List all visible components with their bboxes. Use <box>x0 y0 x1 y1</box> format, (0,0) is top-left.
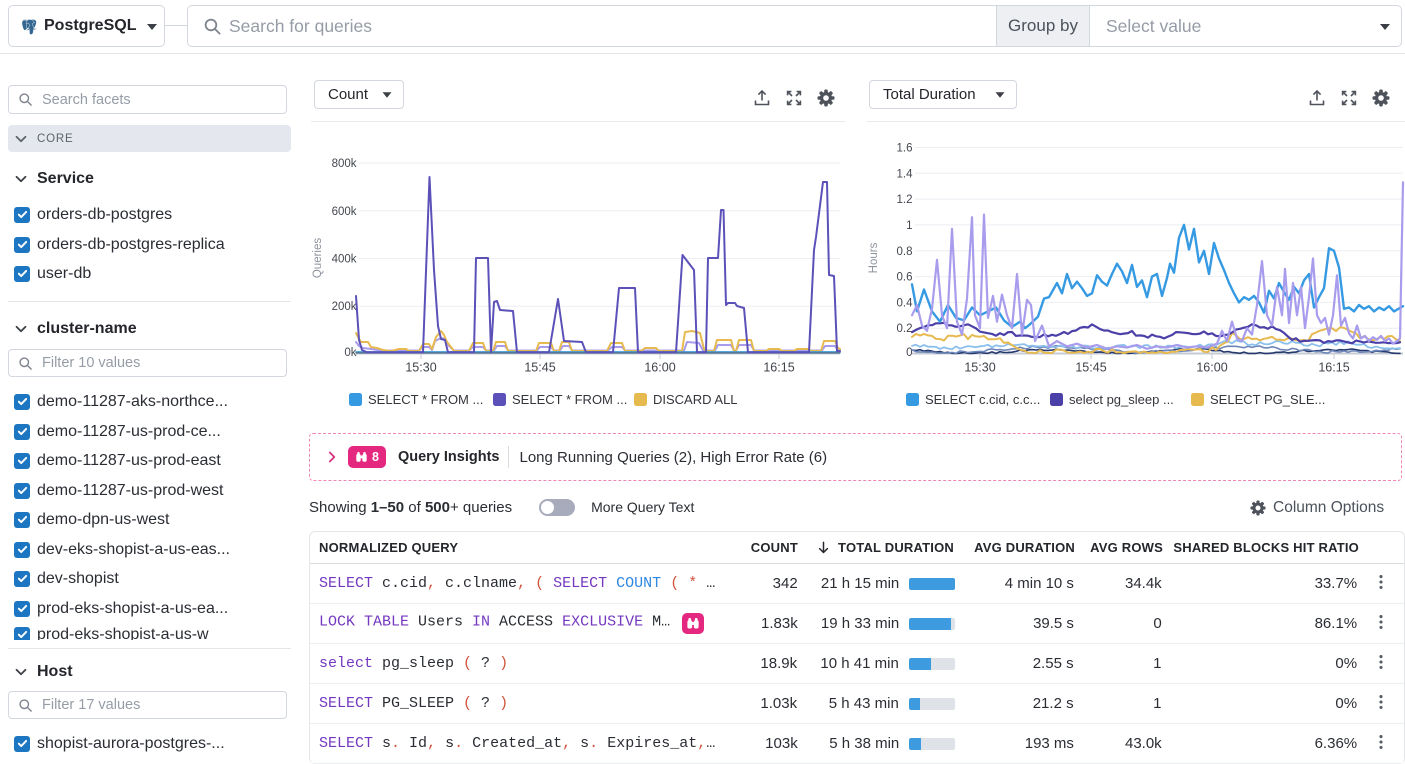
svg-text:0.6: 0.6 <box>897 272 913 284</box>
svg-text:15:30: 15:30 <box>405 361 436 375</box>
svg-text:15:30: 15:30 <box>964 361 995 375</box>
svg-text:800k: 800k <box>332 158 357 170</box>
svg-text:1.4: 1.4 <box>897 168 914 180</box>
svg-text:600k: 600k <box>332 206 357 218</box>
svg-text:16:15: 16:15 <box>763 361 794 375</box>
svg-text:0.2: 0.2 <box>897 323 913 335</box>
svg-text:16:15: 16:15 <box>1318 361 1349 375</box>
svg-text:15:45: 15:45 <box>524 361 555 375</box>
svg-text:16:00: 16:00 <box>644 361 675 375</box>
svg-text:1: 1 <box>906 220 912 232</box>
svg-text:1.2: 1.2 <box>897 194 913 206</box>
svg-text:Hours: Hours <box>868 242 880 273</box>
svg-text:16:00: 16:00 <box>1196 361 1227 375</box>
svg-text:15:45: 15:45 <box>1075 361 1106 375</box>
svg-text:0.8: 0.8 <box>897 246 913 258</box>
svg-text:0.4: 0.4 <box>897 297 914 309</box>
svg-text:0: 0 <box>906 347 912 359</box>
svg-text:0k: 0k <box>344 347 356 359</box>
svg-text:200k: 200k <box>332 301 357 313</box>
svg-text:Queries: Queries <box>312 238 324 279</box>
svg-text:400k: 400k <box>332 254 357 266</box>
svg-text:1.6: 1.6 <box>897 143 913 155</box>
